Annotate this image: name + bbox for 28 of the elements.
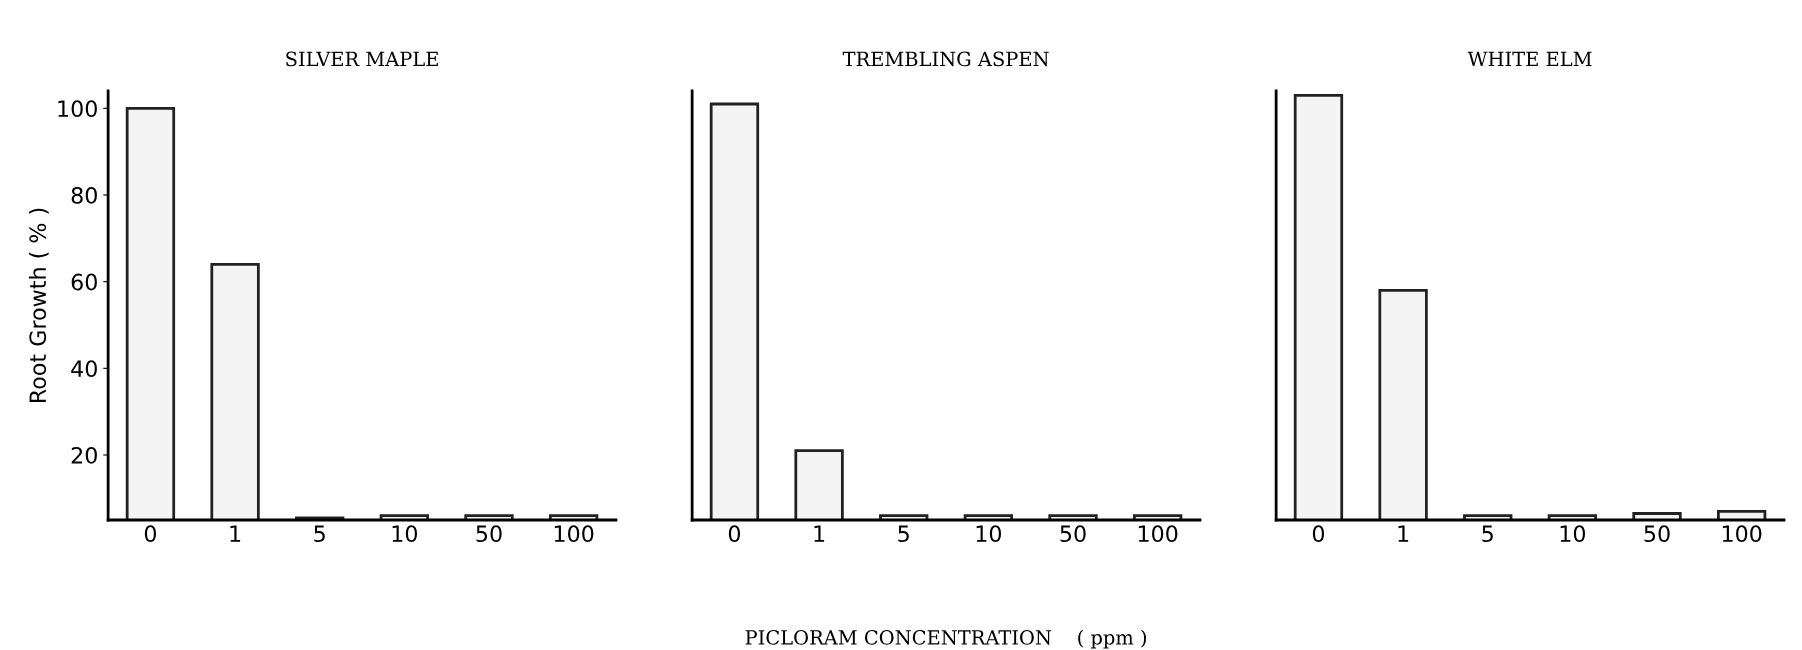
x-tick-label: 10 xyxy=(392,525,418,543)
y-axis-title: Root Growth ( % ) xyxy=(28,208,49,403)
x-tick-label: 50 xyxy=(476,525,502,543)
x-tick-label: 100 xyxy=(1722,525,1762,543)
x-tick-label: 50 xyxy=(1644,525,1670,543)
x-axis-title: PICLORAM CONCENTRATION ( ppm ) xyxy=(745,629,1146,649)
x-tick-label: 5 xyxy=(1482,525,1493,543)
y-tick-label: 20 xyxy=(71,446,97,464)
y-tick-label: 60 xyxy=(71,273,97,291)
x-tick-label: 1 xyxy=(1398,525,1409,542)
chart-title: TREMBLING ASPEN xyxy=(842,51,1049,67)
x-tick-label: 0 xyxy=(144,525,157,543)
y-tick-label: 100 xyxy=(58,100,97,118)
x-tick-label: 5 xyxy=(898,525,909,543)
y-tick-label: 40 xyxy=(71,360,97,378)
y-tick-label: 80 xyxy=(71,186,97,204)
x-tick-label: 100 xyxy=(1138,525,1178,543)
x-tick-label: 5 xyxy=(314,525,325,543)
x-tick-label: 0 xyxy=(728,525,741,543)
x-tick-label: 1 xyxy=(814,525,825,542)
x-tick-label: 1 xyxy=(230,525,241,542)
chart-title: SILVER MAPLE xyxy=(286,51,438,67)
x-tick-label: 10 xyxy=(1560,525,1586,543)
x-tick-label: 10 xyxy=(976,525,1002,543)
x-tick-label: 100 xyxy=(554,525,594,543)
x-tick-label: 0 xyxy=(1312,525,1325,543)
x-tick-label: 50 xyxy=(1060,525,1086,543)
chart-title: WHITE ELM xyxy=(1467,51,1592,66)
